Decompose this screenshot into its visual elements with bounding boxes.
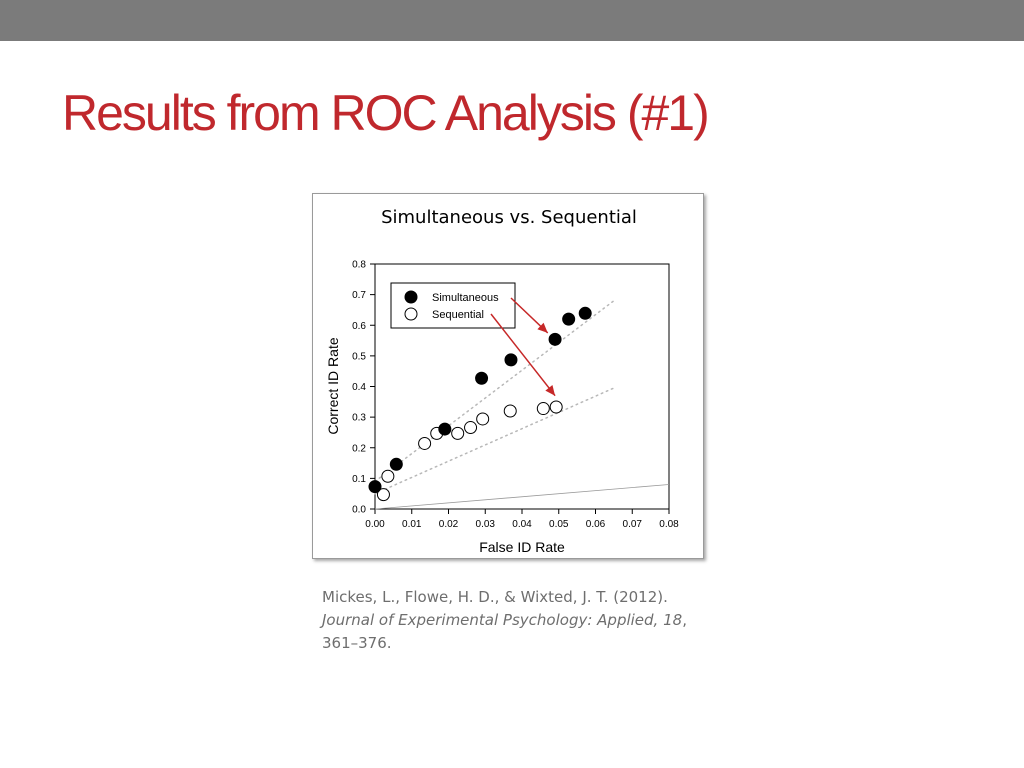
- x-tick-label-3: 0.03: [476, 519, 496, 530]
- arrow-line-1: [490, 313, 556, 397]
- citation-journal: Journal of Experimental Psychology: Appl…: [322, 611, 683, 629]
- y-tick-label-3: 0.3: [352, 413, 366, 424]
- point-sequential-8: [536, 402, 550, 416]
- y-tick-label-1: 0.1: [352, 474, 366, 485]
- chart-title: Simultaneous vs. Sequential: [381, 207, 637, 228]
- roc-figure: Simultaneous vs. Sequential 0.0 0.1 0.2 0.3…: [312, 193, 704, 559]
- y-tick-label-7: 0.7: [352, 290, 366, 301]
- legend-marker-sequential: [404, 307, 418, 321]
- legend: Simultaneous Sequential: [390, 282, 516, 329]
- point-sequential-1: [381, 469, 395, 483]
- citation-journal-line: Journal of Experimental Psychology: Appl…: [322, 609, 742, 632]
- legend-marker-simultaneous: [404, 290, 418, 304]
- point-sequential-9: [549, 400, 563, 414]
- legend-box: [390, 282, 516, 329]
- axis-ticks: 0.0 0.1 0.2 0.3 0.4 0.5 0.6 0.7 0.8 0.00 0.01 0.02 0…: [352, 260, 679, 531]
- point-simultaneous-5: [548, 332, 562, 346]
- x-tick-label-6: 0.06: [586, 519, 606, 530]
- point-simultaneous-2: [438, 422, 452, 436]
- chance-line: [374, 484, 670, 510]
- x-tick-label-2: 0.02: [439, 519, 459, 530]
- x-tick-label-4: 0.04: [512, 519, 532, 530]
- y-tick-label-0: 0.0: [352, 505, 366, 516]
- point-sequential-5: [464, 421, 478, 435]
- point-simultaneous-1: [389, 457, 403, 471]
- x-axis-label: False ID Rate: [479, 539, 565, 555]
- x-tick-label-1: 0.01: [402, 519, 422, 530]
- point-sequential-6: [476, 412, 490, 426]
- x-tick-label-5: 0.05: [549, 519, 569, 530]
- data-points: [368, 306, 592, 502]
- point-sequential-0: [376, 488, 390, 502]
- y-tick-label-2: 0.2: [352, 443, 366, 454]
- point-simultaneous-0: [368, 480, 382, 494]
- slide-title: Results from ROC Analysis (#1): [62, 85, 710, 141]
- roc-chart: Simultaneous vs. Sequential 0.0 0.1 0.2 0.3…: [325, 207, 679, 555]
- point-sequential-4: [451, 426, 465, 440]
- y-tick-label-5: 0.5: [352, 351, 366, 362]
- y-tick-label-6: 0.6: [352, 321, 366, 332]
- citation-pages: 361–376.: [322, 634, 392, 652]
- annotation-arrows: [490, 297, 556, 397]
- point-simultaneous-3: [475, 371, 489, 385]
- point-simultaneous-7: [578, 306, 592, 320]
- citation-journal-suffix: ,: [682, 611, 687, 629]
- y-tick-label-8: 0.8: [352, 260, 366, 271]
- point-simultaneous-6: [562, 312, 576, 326]
- arrow-head-1: [545, 385, 556, 396]
- point-sequential-7: [503, 404, 517, 418]
- x-tick-label-8: 0.08: [659, 519, 679, 530]
- legend-label-sequential: Sequential: [432, 309, 484, 321]
- x-tick-label-0: 0.00: [365, 519, 385, 530]
- fit-line-simultaneous: [374, 300, 615, 483]
- y-axis-label: Correct ID Rate: [325, 337, 341, 434]
- legend-label-simultaneous: Simultaneous: [432, 292, 499, 304]
- point-simultaneous-4: [504, 353, 518, 367]
- fit-line-sequential: [374, 387, 615, 495]
- citation-authors: Mickes, L., Flowe, H. D., & Wixted, J. T…: [322, 588, 668, 606]
- y-tick-label-4: 0.4: [352, 382, 366, 393]
- citation: Mickes, L., Flowe, H. D., & Wixted, J. T…: [322, 586, 742, 655]
- point-sequential-2: [418, 436, 432, 450]
- x-tick-label-7: 0.07: [623, 519, 643, 530]
- top-bar: [0, 0, 1024, 41]
- fit-lines: [374, 300, 670, 510]
- arrow-head-0: [537, 322, 548, 333]
